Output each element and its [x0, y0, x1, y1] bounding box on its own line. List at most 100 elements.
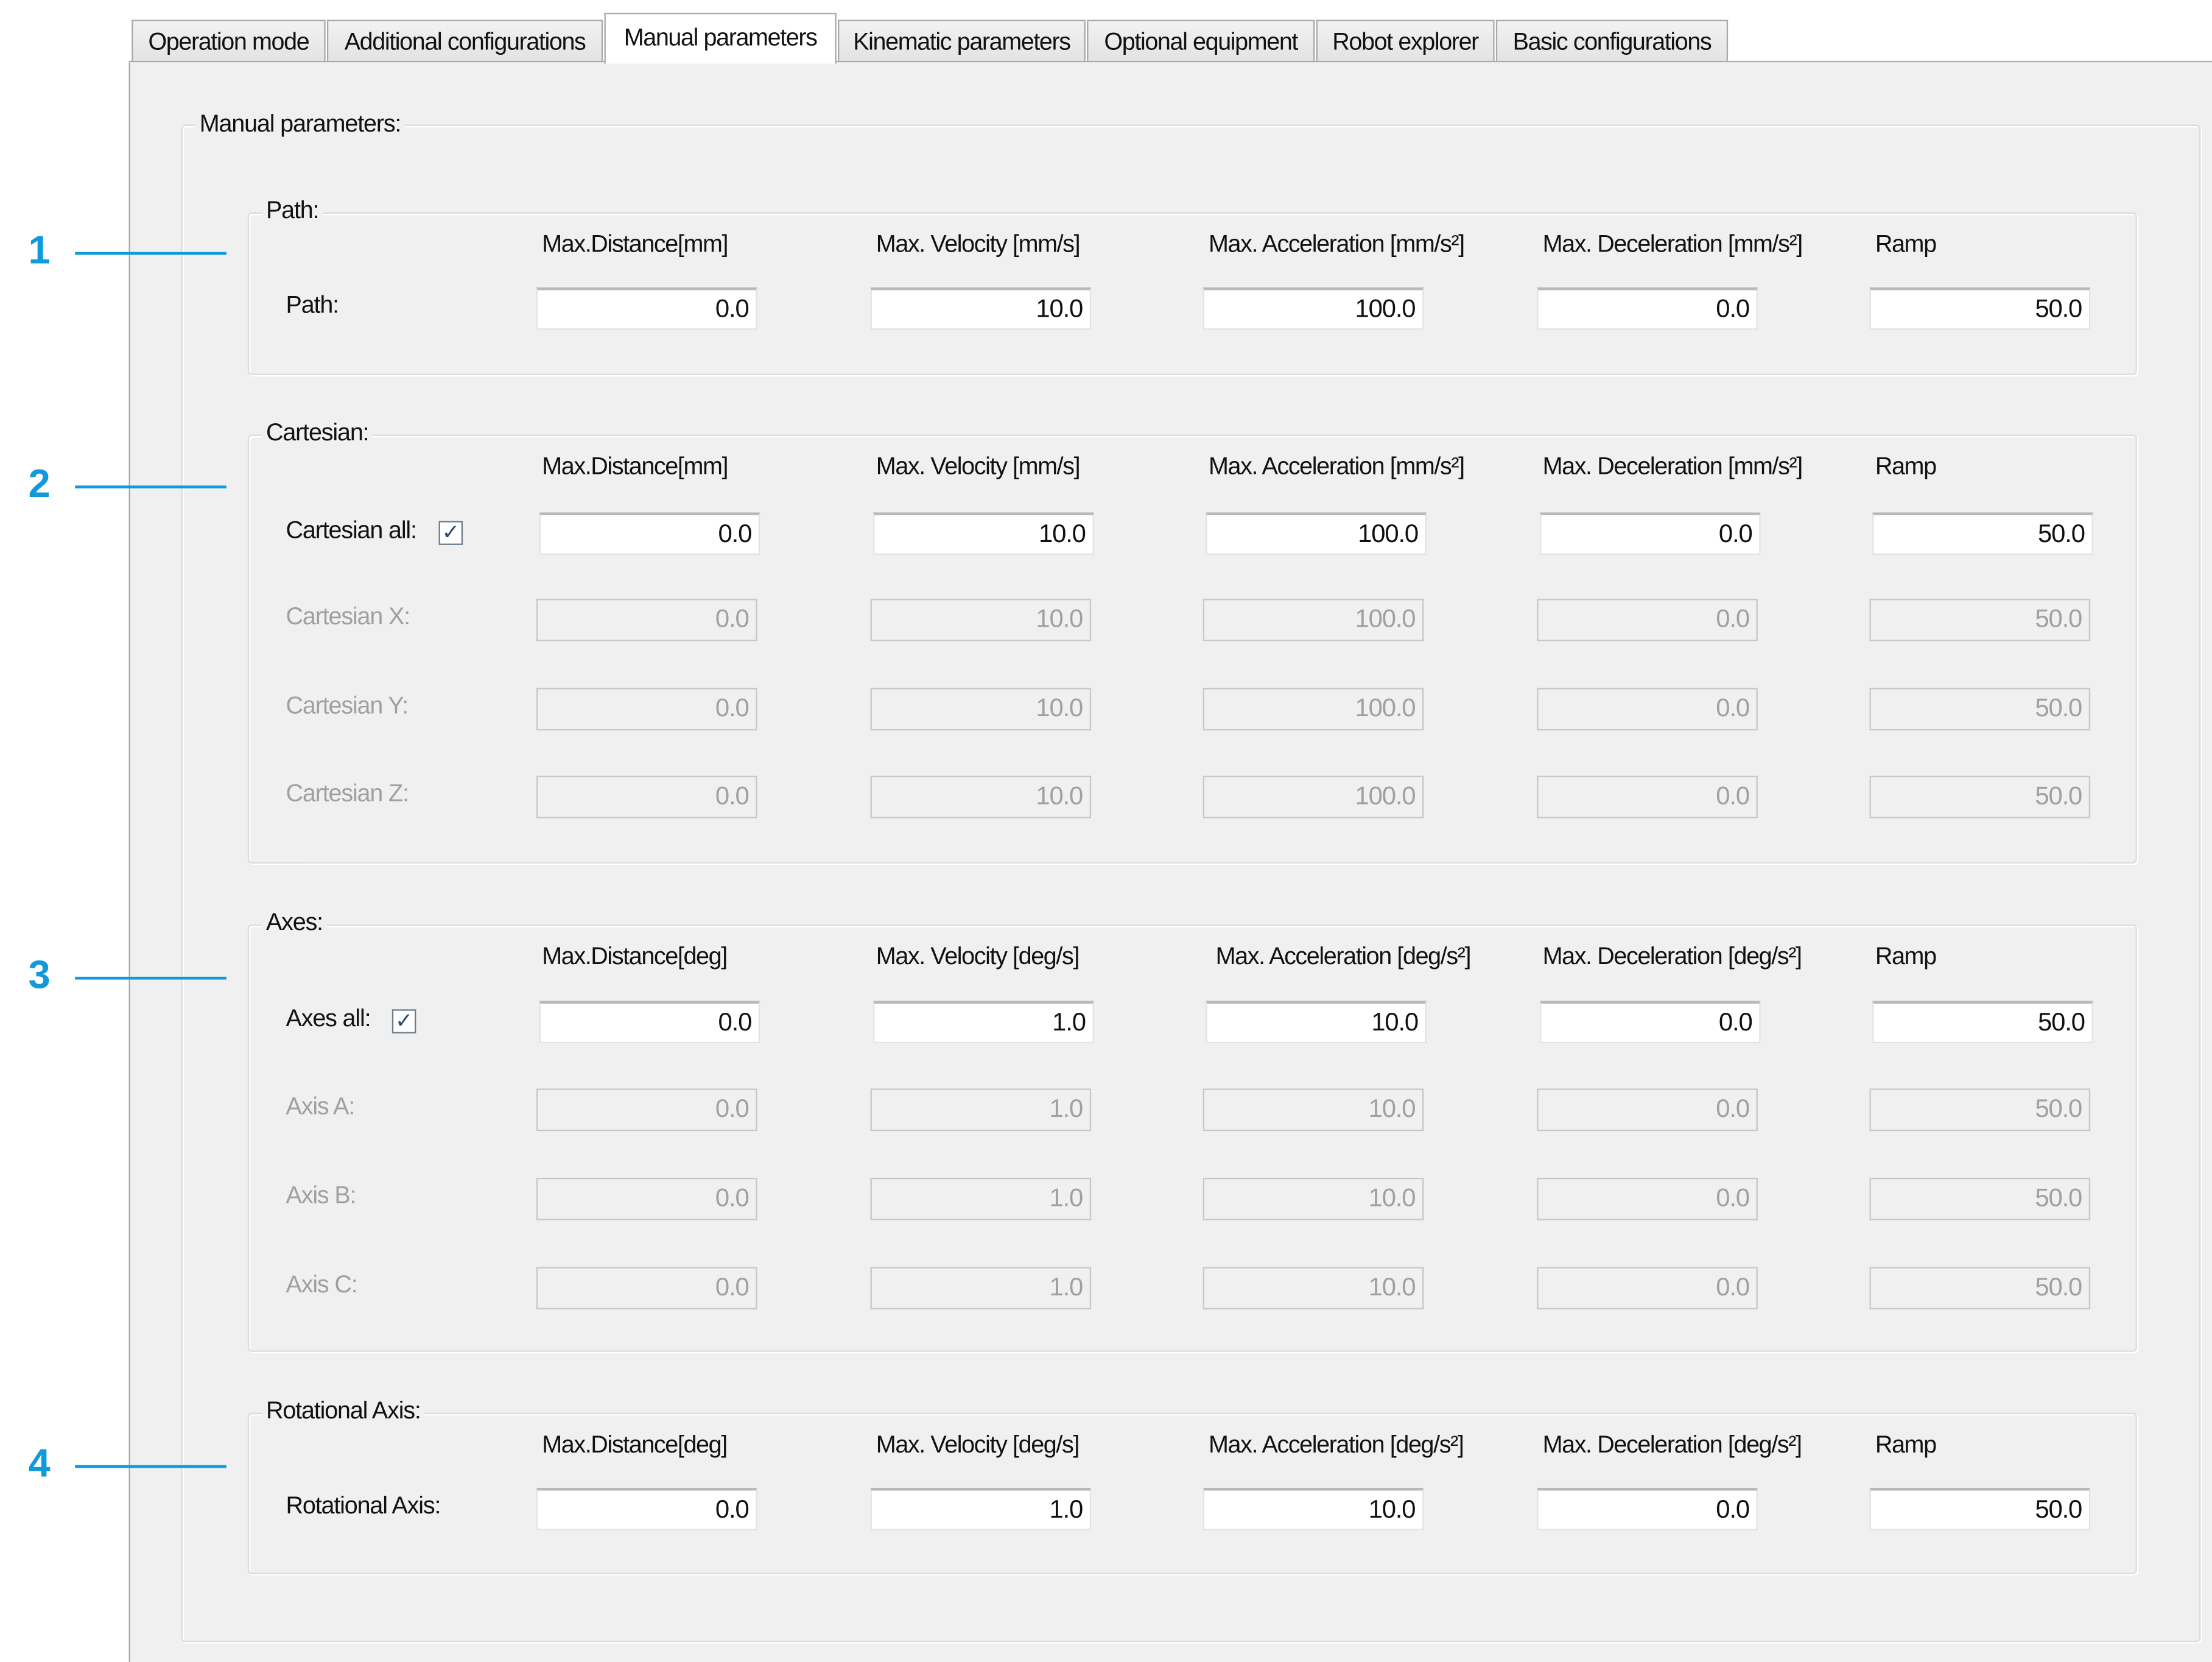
cartesian-all-checkbox[interactable]: ✓ — [438, 521, 463, 545]
tab-panel — [128, 62, 2212, 1662]
rotational-axis-max-acceleration-input[interactable]: 10.0 — [1203, 1487, 1424, 1530]
row-label-axis-c: Axis C: — [286, 1271, 358, 1298]
axis-c-max-deceleration-input: 0.0 — [1537, 1267, 1758, 1310]
tab-manual-parameters[interactable]: Manual parameters — [604, 12, 837, 64]
axes-groupbox — [247, 924, 2137, 1352]
rotational-axis-groupbox — [247, 1412, 2137, 1574]
cartesian-z-max-velocity-input: 10.0 — [870, 775, 1092, 819]
tab-optional-equipment[interactable]: Optional equipment — [1087, 19, 1315, 61]
cartesian-all-max-velocity-input[interactable]: 10.0 — [873, 512, 1094, 555]
column-header: Ramp — [1875, 452, 1937, 480]
column-header: Max. Deceleration [mm/s²] — [1542, 452, 1803, 480]
column-header: Max. Velocity [mm/s] — [876, 230, 1081, 258]
row-label-axes-all: Axes all: — [286, 1005, 371, 1032]
axis-b-max-velocity-input: 1.0 — [870, 1177, 1092, 1220]
row-label-cartesian-all: Cartesian all: — [286, 516, 418, 544]
axes-all-ramp-input[interactable]: 50.0 — [1872, 1001, 2093, 1044]
row-label-cartesian-y: Cartesian Y: — [286, 692, 409, 719]
row-label-cartesian-x: Cartesian X: — [286, 603, 411, 630]
axes-all-max-deceleration-input[interactable]: 0.0 — [1539, 1001, 1761, 1044]
column-header: Max. Deceleration [deg/s²] — [1542, 943, 1802, 970]
cartesian-z-max-acceleration-input: 100.0 — [1203, 775, 1424, 819]
axes-group-title: Axes: — [262, 909, 328, 937]
rotational-axis-max-velocity-input[interactable]: 1.0 — [870, 1487, 1092, 1530]
axis-c-max-acceleration-input: 10.0 — [1203, 1267, 1424, 1310]
tab-strip-divider — [128, 60, 2212, 63]
cartesian-all-ramp-input[interactable]: 50.0 — [1872, 512, 2093, 555]
axis-a-ramp-input: 50.0 — [1869, 1088, 2091, 1132]
tab-robot-explorer[interactable]: Robot explorer — [1316, 19, 1495, 61]
cartesian-all-max-acceleration-input[interactable]: 100.0 — [1206, 512, 1427, 555]
path-max-acceleration-input[interactable]: 100.0 — [1203, 287, 1424, 330]
annotation-line — [75, 1465, 226, 1468]
path-group-title: Path: — [262, 197, 323, 225]
cartesian-groupbox — [247, 434, 2137, 864]
cartesian-all-max-deceleration-input[interactable]: 0.0 — [1539, 512, 1761, 555]
cartesian-x-max-distance-input: 0.0 — [536, 599, 757, 641]
column-header: Ramp — [1875, 230, 1937, 258]
tab-kinematic-parameters[interactable]: Kinematic parameters — [838, 19, 1086, 61]
cartesian-y-max-acceleration-input: 100.0 — [1203, 688, 1424, 731]
column-header: Max. Velocity [mm/s] — [876, 452, 1081, 480]
cartesian-y-max-deceleration-input: 0.0 — [1537, 688, 1758, 731]
axis-c-ramp-input: 50.0 — [1869, 1267, 2091, 1310]
column-header: Max. Deceleration [mm/s²] — [1542, 230, 1803, 258]
rotational-axis-group-title: Rotational Axis: — [262, 1397, 425, 1426]
tab-additional-configurations[interactable]: Additional configurations — [326, 19, 603, 61]
manual-parameters-title: Manual parameters: — [195, 110, 406, 139]
cartesian-y-max-velocity-input: 10.0 — [870, 688, 1092, 731]
path-groupbox — [247, 212, 2137, 375]
column-header: Max. Acceleration [deg/s²] — [1209, 1431, 1464, 1459]
column-header: Max.Distance[mm] — [542, 230, 728, 258]
row-label-axis-a: Axis A: — [286, 1093, 356, 1120]
row-label-rotational-axis: Rotational Axis: — [286, 1491, 441, 1519]
column-header: Max. Velocity [deg/s] — [876, 1431, 1080, 1459]
path-max-distance-input[interactable]: 0.0 — [536, 287, 757, 330]
axes-all-checkbox[interactable]: ✓ — [391, 1009, 416, 1033]
annotation-line — [75, 976, 226, 980]
cartesian-x-max-acceleration-input: 100.0 — [1203, 599, 1424, 641]
manual-parameters-groupbox — [181, 124, 2201, 1643]
rotational-axis-max-deceleration-input[interactable]: 0.0 — [1537, 1487, 1758, 1530]
axes-all-max-distance-input[interactable]: 0.0 — [539, 1001, 760, 1044]
axis-a-max-deceleration-input: 0.0 — [1537, 1088, 1758, 1132]
cartesian-y-max-distance-input: 0.0 — [536, 688, 757, 731]
rotational-axis-ramp-input[interactable]: 50.0 — [1869, 1487, 2091, 1530]
annotation-number: 1 — [28, 228, 51, 272]
annotation-line — [75, 485, 226, 488]
cartesian-z-ramp-input: 50.0 — [1869, 775, 2091, 819]
axis-b-ramp-input: 50.0 — [1869, 1177, 2091, 1220]
cartesian-x-ramp-input: 50.0 — [1869, 599, 2091, 641]
cartesian-all-max-distance-input[interactable]: 0.0 — [539, 512, 760, 555]
axis-b-max-distance-input: 0.0 — [536, 1177, 757, 1220]
annotation-line — [75, 252, 226, 255]
column-header: Max.Distance[deg] — [542, 1431, 728, 1459]
tab-operation-mode[interactable]: Operation mode — [132, 19, 326, 61]
path-max-deceleration-input[interactable]: 0.0 — [1537, 287, 1758, 330]
annotation-number: 4 — [28, 1441, 51, 1485]
cartesian-z-max-deceleration-input: 0.0 — [1537, 775, 1758, 819]
row-label-cartesian-z: Cartesian Z: — [286, 780, 409, 807]
tab-basic-configurations[interactable]: Basic configurations — [1495, 19, 1729, 61]
cartesian-x-max-deceleration-input: 0.0 — [1537, 599, 1758, 641]
column-header: Ramp — [1875, 1431, 1937, 1459]
axes-all-max-acceleration-input[interactable]: 10.0 — [1206, 1001, 1427, 1044]
annotation-number: 2 — [28, 461, 51, 505]
path-ramp-input[interactable]: 50.0 — [1869, 287, 2091, 330]
cartesian-x-max-velocity-input: 10.0 — [870, 599, 1092, 641]
row-label-axis-b: Axis B: — [286, 1181, 357, 1210]
annotation-number: 3 — [28, 952, 51, 997]
path-max-velocity-input[interactable]: 10.0 — [870, 287, 1092, 330]
column-header: Max.Distance[mm] — [542, 452, 728, 480]
axis-a-max-velocity-input: 1.0 — [870, 1088, 1092, 1132]
axis-a-max-acceleration-input: 10.0 — [1203, 1088, 1424, 1132]
axes-all-max-velocity-input[interactable]: 1.0 — [873, 1001, 1094, 1044]
row-label-path: Path: — [286, 291, 340, 319]
column-header: Max. Velocity [deg/s] — [876, 943, 1080, 970]
column-header: Max.Distance[deg] — [542, 943, 728, 970]
column-header: Ramp — [1875, 943, 1937, 970]
axis-b-max-acceleration-input: 10.0 — [1203, 1177, 1424, 1220]
rotational-axis-max-distance-input[interactable]: 0.0 — [536, 1487, 757, 1530]
axis-c-max-velocity-input: 1.0 — [870, 1267, 1092, 1310]
